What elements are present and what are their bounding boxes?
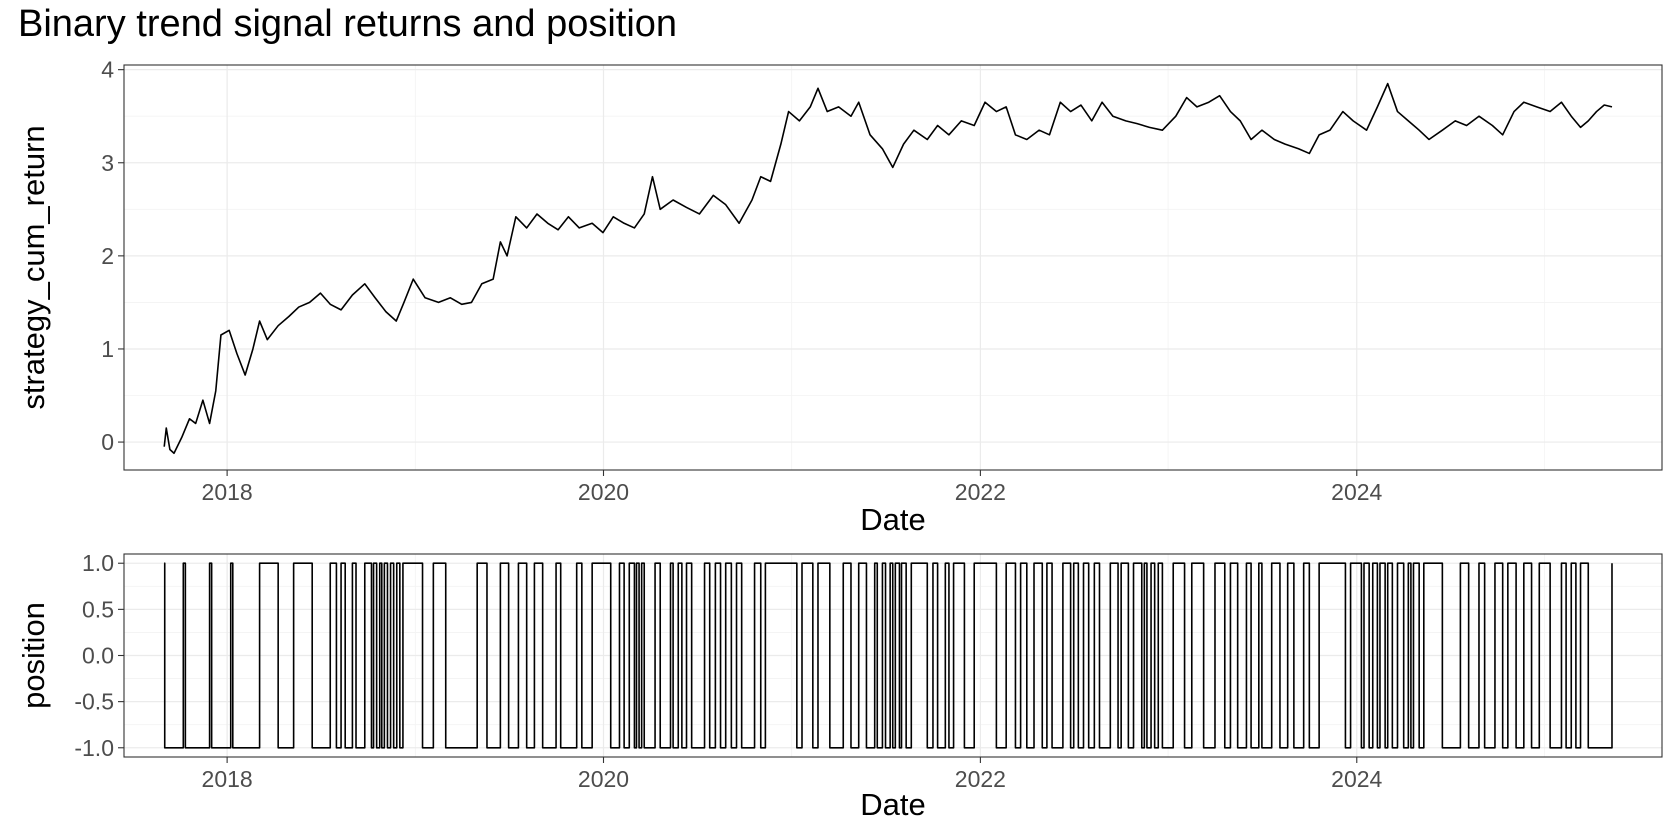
chart-title: Binary trend signal returns and position: [18, 3, 677, 45]
position-y-axis-title: position: [16, 602, 51, 709]
return-x-tick-label: 2024: [1331, 479, 1382, 505]
return-series-line: [163, 82, 1613, 455]
position-y-tick-label: 0.5: [82, 596, 114, 622]
position-panel-border: [123, 553, 1663, 758]
position-y-tick-label: -0.5: [74, 689, 114, 715]
return-y-tick-label: 3: [101, 150, 114, 176]
return-y-axis-title: strategy_cum_return: [16, 125, 51, 409]
return-y-tick-label: 0: [101, 429, 114, 455]
position-x-axis-title: Date: [860, 787, 925, 822]
position-x-tick-label: 2022: [955, 766, 1006, 792]
position-series-line: [163, 562, 1613, 749]
cumulative-return-chart: 2018 2020 2022 2024 0 1 2 3 4 Date strategy_cum_re…: [16, 57, 1663, 537]
return-x-tick-label: 2020: [578, 479, 629, 505]
return-x-axis-title: Date: [860, 502, 925, 537]
position-chart: 2018 2020 2022 2024 1.0 0.5 0.0 -0.5 -1.0 Date pos…: [16, 550, 1663, 822]
position-x-tick-label: 2020: [578, 766, 629, 792]
return-y-tick-label: 4: [101, 57, 114, 83]
position-x-tick-label: 2024: [1331, 766, 1382, 792]
return-y-tick-label: 2: [101, 243, 114, 269]
position-y-tick-label: 0.0: [82, 643, 114, 669]
position-x-tick-label: 2018: [202, 766, 253, 792]
position-y-tick-label: 1.0: [82, 550, 114, 576]
return-x-tick-label: 2022: [955, 479, 1006, 505]
return-x-tick-label: 2018: [202, 479, 253, 505]
position-y-tick-label: -1.0: [74, 735, 114, 761]
return-y-tick-label: 1: [101, 336, 114, 362]
return-panel-border: [123, 64, 1663, 471]
